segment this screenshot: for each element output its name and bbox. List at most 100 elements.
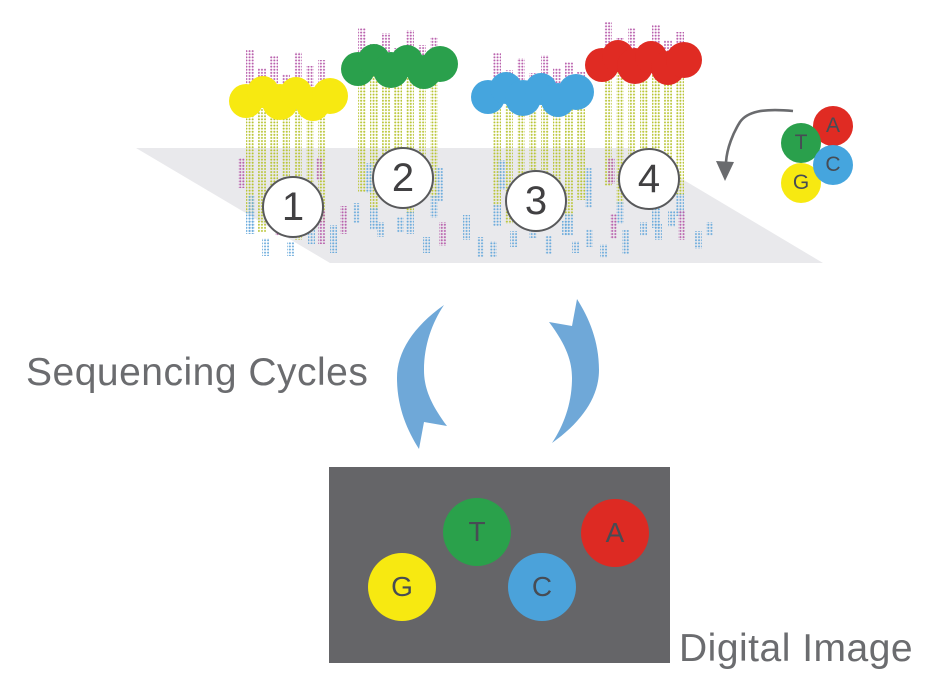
dna-strand bbox=[510, 231, 517, 247]
dna-strand bbox=[493, 92, 501, 206]
dna-strand bbox=[316, 158, 323, 180]
dna-strand bbox=[628, 60, 636, 178]
dna-strand bbox=[477, 237, 484, 257]
dna-strand bbox=[616, 60, 624, 204]
spot-a: A bbox=[581, 499, 649, 567]
dna-strand bbox=[430, 64, 438, 198]
cluster-3-badge: 3 bbox=[505, 170, 567, 232]
dna-strand bbox=[608, 158, 615, 184]
dna-strand bbox=[282, 96, 290, 226]
dna-strand bbox=[668, 211, 675, 227]
nucleotide-a: A bbox=[813, 106, 853, 146]
nucleotide-g: G bbox=[781, 163, 821, 203]
spot-g: G bbox=[368, 553, 436, 621]
dna-strand bbox=[640, 222, 647, 236]
dna-strand bbox=[294, 96, 302, 240]
dna-strand bbox=[370, 64, 378, 210]
dna-strand bbox=[498, 160, 505, 190]
dna-strand bbox=[493, 204, 501, 226]
flow-arrow-curve bbox=[724, 108, 794, 163]
dna-strand bbox=[664, 60, 672, 190]
dna-strand bbox=[577, 92, 585, 200]
dna-strand bbox=[358, 64, 366, 192]
dna-strand bbox=[676, 60, 684, 196]
dna-strand bbox=[586, 229, 593, 247]
dna-strand bbox=[610, 214, 617, 239]
cluster-1-badge: 1 bbox=[262, 176, 324, 238]
dna-strand bbox=[652, 60, 660, 208]
cluster-4-badge: 4 bbox=[618, 148, 680, 210]
dna-strand bbox=[676, 194, 684, 216]
dna-strand bbox=[258, 96, 266, 232]
dna-strand bbox=[270, 96, 278, 200]
dna-strand bbox=[248, 196, 255, 234]
dna-strand bbox=[616, 202, 624, 224]
digital-image-panel: G T C A bbox=[329, 467, 670, 663]
dna-strand bbox=[397, 217, 404, 233]
dna-strand bbox=[370, 208, 378, 230]
dna-strand bbox=[565, 92, 573, 216]
dna-strand bbox=[262, 238, 269, 256]
dna-strand bbox=[695, 231, 702, 249]
dna-strand bbox=[541, 92, 549, 228]
dna-strand bbox=[377, 222, 384, 237]
dna-strand bbox=[652, 206, 660, 228]
spot-c: C bbox=[508, 553, 576, 621]
cycle-arrow-left bbox=[397, 305, 447, 449]
spot-t: T bbox=[443, 498, 511, 566]
dna-strand bbox=[706, 222, 713, 236]
dna-strand bbox=[436, 168, 443, 202]
dna-strand bbox=[406, 212, 414, 234]
dna-strand bbox=[246, 50, 254, 102]
dna-strand bbox=[553, 92, 561, 208]
dna-strand bbox=[652, 25, 660, 66]
dna-strand bbox=[517, 92, 525, 196]
dna-strand bbox=[270, 56, 278, 102]
dna-strand bbox=[463, 215, 470, 240]
dna-strand bbox=[330, 225, 337, 253]
dna-strand bbox=[287, 242, 294, 256]
dna-strand bbox=[340, 206, 347, 234]
nucleotide-t: T bbox=[781, 123, 821, 163]
dna-strand bbox=[505, 92, 513, 224]
dna-strand bbox=[358, 28, 366, 70]
dna-strand bbox=[604, 60, 612, 186]
sequencing-cycles-label: Sequencing Cycles bbox=[26, 351, 369, 394]
cluster-2-badge: 2 bbox=[372, 147, 434, 209]
dna-strand bbox=[394, 64, 402, 204]
cycle-arrow-right bbox=[549, 299, 599, 443]
nucleotide-c: C bbox=[813, 145, 853, 185]
flow-arrow-head-icon bbox=[716, 161, 734, 181]
dna-strand bbox=[238, 158, 245, 188]
dna-strand bbox=[246, 96, 254, 214]
dna-strand bbox=[529, 92, 537, 218]
dna-strand bbox=[545, 236, 552, 254]
dna-strand bbox=[318, 60, 326, 102]
dna-strand bbox=[562, 221, 569, 235]
dna-strand bbox=[585, 168, 592, 208]
dna-strand bbox=[572, 241, 579, 253]
dna-strand bbox=[382, 64, 390, 184]
dna-strand bbox=[418, 64, 426, 188]
dna-strand bbox=[318, 210, 325, 244]
dna-strand bbox=[541, 55, 549, 98]
dna-strand bbox=[353, 203, 360, 223]
dna-strand bbox=[490, 241, 497, 257]
dna-strand bbox=[439, 222, 446, 246]
dna-strand bbox=[622, 230, 629, 254]
nucleotide-flow-arrow bbox=[716, 108, 794, 181]
dna-strand bbox=[406, 64, 414, 214]
dna-strand bbox=[430, 196, 438, 218]
dna-strand bbox=[678, 210, 685, 240]
dna-strand bbox=[423, 237, 430, 253]
dna-strand bbox=[640, 60, 648, 198]
dna-strand bbox=[306, 96, 314, 210]
dna-strand bbox=[604, 22, 612, 66]
dna-strand bbox=[600, 244, 607, 258]
digital-image-label: Digital Image bbox=[679, 627, 914, 670]
dna-strand bbox=[294, 52, 302, 102]
dna-strand bbox=[655, 224, 662, 240]
dna-strand bbox=[366, 163, 373, 193]
dna-strand bbox=[493, 53, 501, 98]
